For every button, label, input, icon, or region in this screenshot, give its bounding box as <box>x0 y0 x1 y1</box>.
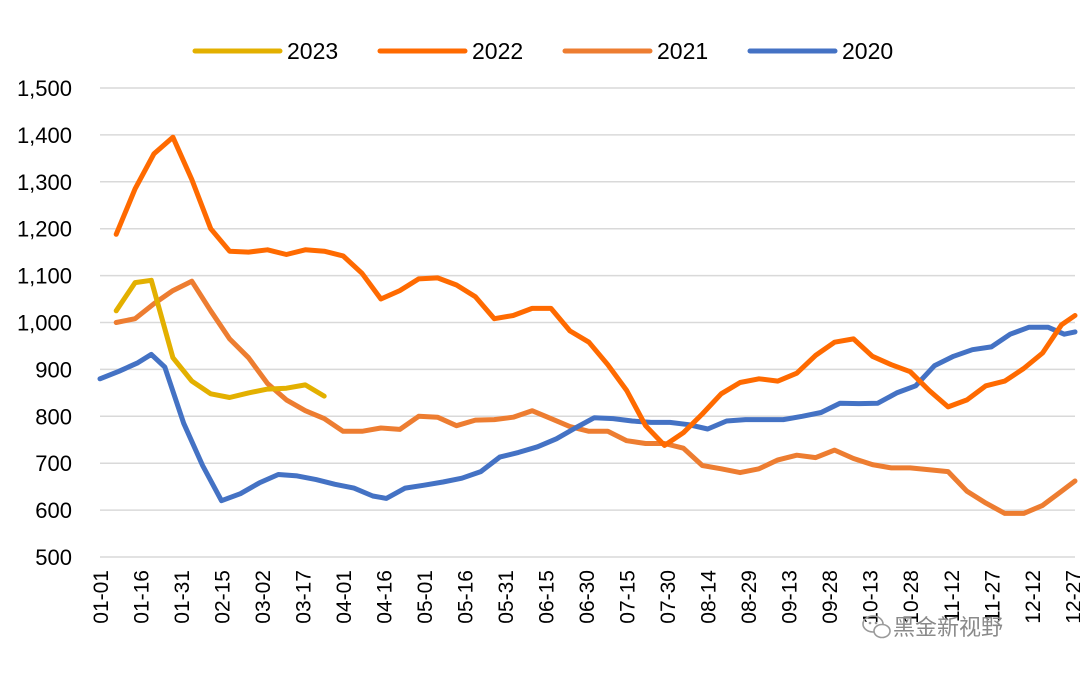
watermark-text: 黑金新视野 <box>893 616 1003 641</box>
x-tick-label: 10-28 <box>900 570 923 624</box>
legend-label-2021: 2021 <box>657 38 708 64</box>
legend-label-2020: 2020 <box>842 38 893 64</box>
x-tick-label: 11-12 <box>941 570 964 622</box>
y-tick-label: 500 <box>35 545 72 570</box>
gridlines <box>100 87 1075 558</box>
y-tick-label: 600 <box>35 498 72 523</box>
legend-label-2023: 2023 <box>287 38 338 64</box>
series-line-2021 <box>113 278 1078 516</box>
x-tick-label: 07-30 <box>657 570 680 624</box>
x-tick-label: 05-31 <box>495 570 518 624</box>
y-tick-label: 1,000 <box>17 311 72 336</box>
x-tick-label: 07-15 <box>617 570 640 624</box>
x-tick-label: 09-28 <box>819 570 842 624</box>
y-tick-label: 900 <box>35 357 72 382</box>
y-tick-label: 700 <box>35 451 72 476</box>
x-tick-label: 11-27 <box>981 570 1004 622</box>
x-tick-label: 10-13 <box>860 570 883 624</box>
y-tick-label: 1,400 <box>17 123 72 148</box>
x-tick-label: 03-02 <box>252 570 275 624</box>
x-tick-label: 12-27 <box>1062 570 1080 624</box>
x-tick-label: 09-13 <box>779 570 802 624</box>
watermark: 黑金新视野 <box>862 615 1003 641</box>
y-tick-label: 1,300 <box>17 170 72 195</box>
x-tick-label: 04-16 <box>374 570 397 624</box>
x-axis: 01-01 01-16 01-31 02-15 03-02 03-17 04-01 04-16… <box>90 570 1080 624</box>
wechat-icon <box>862 615 891 639</box>
legend-label-2022: 2022 <box>472 38 523 64</box>
series-line-2023 <box>113 277 327 400</box>
x-tick-label: 12-12 <box>1022 570 1045 624</box>
y-axis: 500 600 700 800 900 1,000 1,100 1,200 1,300 1,400… <box>17 76 72 570</box>
y-tick-label: 1,200 <box>17 217 72 242</box>
x-tick-label: 01-16 <box>131 570 154 624</box>
y-tick-label: 1,100 <box>17 264 72 289</box>
x-tick-label: 05-01 <box>414 570 437 624</box>
x-tick-label: 03-17 <box>293 570 316 624</box>
x-tick-label: 01-01 <box>90 570 113 624</box>
series-line-2022 <box>113 134 1078 448</box>
y-tick-label: 800 <box>35 404 72 429</box>
x-tick-label: 04-01 <box>333 570 356 624</box>
x-tick-label: 08-14 <box>698 570 721 624</box>
x-tick-label: 06-30 <box>576 570 599 624</box>
y-tick-label: 1,500 <box>17 76 72 101</box>
x-tick-label: 02-15 <box>212 570 235 624</box>
x-tick-label: 05-16 <box>455 570 478 624</box>
x-tick-label: 06-15 <box>536 570 559 624</box>
x-tick-label: 08-29 <box>738 570 761 624</box>
legend: 2023 2022 2021 2020 <box>192 38 893 64</box>
x-tick-label: 01-31 <box>171 570 194 624</box>
series-lines <box>97 134 1078 516</box>
